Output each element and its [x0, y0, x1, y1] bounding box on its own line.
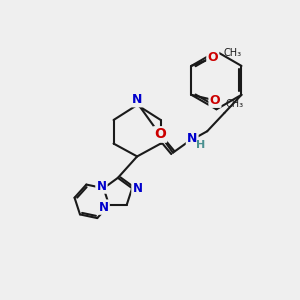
Text: O: O [154, 128, 166, 142]
Text: N: N [132, 93, 142, 106]
Text: N: N [187, 132, 197, 145]
Text: O: O [208, 51, 218, 64]
Text: N: N [133, 182, 142, 195]
Text: CH₃: CH₃ [226, 100, 244, 110]
Text: N: N [99, 201, 109, 214]
Text: O: O [210, 94, 220, 107]
Text: CH₃: CH₃ [224, 48, 242, 58]
Text: H: H [196, 140, 206, 150]
Text: N: N [96, 180, 106, 193]
